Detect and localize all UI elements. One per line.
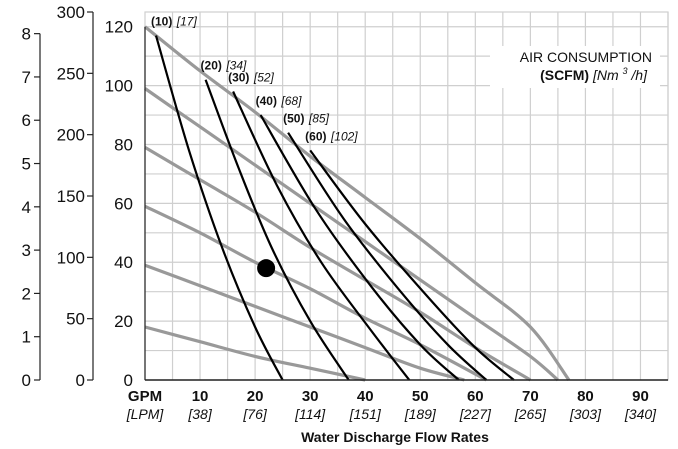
y-tick-label: 250 (57, 64, 85, 83)
air-curve-4 (259, 114, 460, 381)
y-tick-label: 200 (57, 126, 85, 145)
y-tick-label: 0 (76, 371, 85, 390)
x-axis-label: Water Discharge Flow Rates (301, 429, 489, 445)
air-curve-3 (232, 91, 411, 381)
pressure-curve-5 (144, 263, 465, 382)
y-tick-label: 1 (22, 328, 31, 347)
operating-point-marker (257, 259, 276, 278)
x-tick-gpm: 30 (302, 388, 319, 405)
y-tick-label: 3 (22, 241, 31, 260)
legend-nm-end: /h] (630, 67, 648, 83)
x-tick-gpm: 70 (522, 388, 539, 405)
y-tick-label: 40 (114, 253, 133, 272)
x-tick-gpm: 40 (357, 388, 374, 405)
y-tick-label: 5 (22, 155, 31, 174)
air-curve-label-scfm: (60) (305, 129, 326, 143)
air-curve-label-scfm: (20) (201, 59, 222, 73)
pressure-curve-3 (144, 146, 532, 382)
air-curve-label-6: (60) [102] (305, 127, 358, 144)
pressure-curves (143, 25, 571, 382)
legend-title: AIR CONSUMPTION (520, 49, 652, 65)
x-unit-lpm: [LPM] (126, 406, 165, 422)
air-curve-label-nm3h: [102] (330, 129, 358, 143)
legend: AIR CONSUMPTION (SCFM) [Nm 3 /h] (490, 46, 660, 88)
x-tick-lpm: [265] (514, 406, 547, 422)
air-curve-label-nm3h: [68] (280, 94, 302, 108)
air-curve-label-scfm: (40) (256, 94, 277, 108)
air-curve-1 (154, 35, 284, 381)
air-curve-6 (309, 149, 515, 381)
air-curve-label-nm3h: [34] (225, 59, 247, 73)
x-tick-gpm: 20 (247, 388, 264, 405)
air-curve-label-4: (40) [68] (256, 92, 302, 109)
y-tick-label: 60 (114, 194, 133, 213)
legend-nm-sup: 3 (623, 66, 628, 76)
y-tick-label: 7 (22, 68, 31, 87)
air-consumption-curves (154, 35, 515, 381)
air-curve-label-1: (10) [17] (151, 13, 197, 30)
y-tick-label: 8 (22, 25, 31, 44)
x-tick-lpm: [189] (404, 406, 437, 422)
air-curve-label-3: (30) [52] (228, 68, 274, 85)
x-axis: GPM[LPM] 10[38] 20[76] 30[114] 40[151] 50[189… (126, 379, 668, 422)
x-tick-lpm: [38] (187, 406, 212, 422)
x-tick-lpm: [76] (242, 406, 267, 422)
y-tick-label: 100 (105, 77, 133, 96)
y-tick-label: 150 (57, 187, 85, 206)
x-tick-gpm: 60 (467, 388, 484, 405)
air-curve-labels: (10) [17](20) [34](30) [52](40) [68](50)… (151, 13, 358, 144)
x-tick-lpm: [340] (624, 406, 657, 422)
x-tick-lpm: [114] (294, 406, 326, 422)
air-curve-label-scfm: (50) (283, 112, 304, 126)
y-tick-label: 20 (114, 312, 133, 331)
y-tick-label: 80 (114, 135, 133, 154)
legend-subtitle: (SCFM) [Nm 3 /h] (540, 61, 648, 83)
pressure-curve-6 (144, 325, 366, 382)
y-tick-label: 100 (57, 248, 85, 267)
y-axis-inner: 0 20 40 60 80 100 120 (105, 18, 146, 390)
x-tick-lpm: [303] (569, 406, 602, 422)
x-tick-gpm: 10 (192, 388, 209, 405)
y-tick-label: 2 (22, 284, 31, 303)
y-axis-middle: 0 50 100 150 200 250 300 (57, 3, 94, 390)
air-curve-2 (204, 79, 350, 381)
y-tick-label: 120 (105, 18, 133, 37)
y-axis-outer: 0 1 2 3 4 5 6 7 8 (22, 25, 41, 390)
y-tick-label: 300 (57, 3, 85, 22)
air-curve-label-2: (20) [34] (201, 57, 247, 74)
operating-point-dot (257, 259, 276, 278)
legend-scfm: (SCFM) (540, 67, 589, 83)
air-curve-label-nm3h: [85] (308, 112, 330, 126)
x-tick-lpm: [151] (349, 406, 382, 422)
y-tick-label: 50 (66, 310, 85, 329)
x-tick-gpm: 50 (412, 388, 429, 405)
y-tick-label: 6 (22, 111, 31, 130)
y-tick-label: 0 (124, 371, 133, 390)
air-curve-label-nm3h: [52] (253, 70, 275, 84)
x-tick-gpm: 80 (577, 388, 594, 405)
air-curve-label-scfm: (30) (228, 70, 249, 84)
pressure-curve-1 (143, 25, 571, 381)
x-tick-gpm: 90 (632, 388, 649, 405)
y-tick-label: 4 (22, 198, 31, 217)
air-curve-label-scfm: (10) (151, 15, 172, 29)
air-curve-5 (287, 132, 488, 381)
x-unit-gpm: GPM (128, 388, 162, 405)
legend-nm: [Nm (592, 67, 619, 83)
legend-background (490, 46, 660, 88)
air-curve-label-nm3h: [17] (176, 15, 198, 29)
pressure-curve-2 (144, 87, 559, 382)
y-tick-label: 0 (22, 371, 31, 390)
air-curve-label-5: (50) [85] (283, 110, 329, 127)
x-tick-lpm: [227] (459, 406, 492, 422)
